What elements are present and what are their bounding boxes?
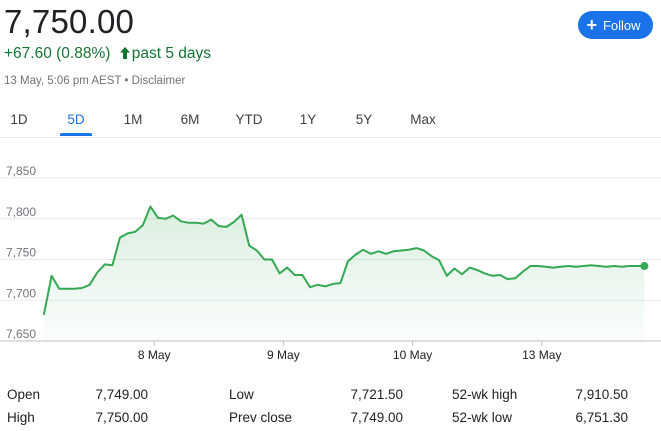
tab-1m[interactable]: 1M [123, 112, 143, 127]
stat-value-low: 7,721.50 [350, 387, 403, 402]
x-tick-label: 13 May [522, 348, 561, 362]
stat-label-prev-close: Prev close [229, 410, 293, 425]
stat-value-52wk-low: 6,751.30 [575, 410, 628, 425]
arrow-up-icon [119, 47, 130, 59]
tab-5y[interactable]: 5Y [355, 112, 373, 127]
change-value: +67.60 (0.88%) [4, 45, 111, 62]
tab-ytd[interactable]: YTD [235, 112, 263, 127]
y-tick-label: 7,700 [6, 286, 36, 300]
tab-1d[interactable]: 1D [10, 112, 28, 127]
stat-label-low: Low [229, 387, 254, 402]
x-tick-label: 10 May [393, 348, 432, 362]
stat-label-open: Open [7, 387, 41, 402]
y-tick-label: 7,800 [6, 205, 36, 219]
y-tick-label: 7,850 [6, 164, 36, 178]
disclaimer-link[interactable]: Disclaimer [131, 75, 186, 87]
quote-meta: 13 May, 5:06 pm AEST • Disclaimer [4, 73, 185, 89]
tab-6m[interactable]: 6M [180, 112, 200, 127]
stat-label-52wk-high: 52-wk high [452, 387, 518, 402]
price-chart[interactable]: 7,850 7,800 7,750 7,700 7,650 8 May 9 May 10 Ma… [0, 140, 661, 370]
key-stats: Open 7,749.00 Low 7,721.50 52-wk high 7,… [0, 384, 661, 431]
x-tick-label: 9 May [267, 348, 300, 362]
active-tab-indicator [60, 133, 92, 136]
plus-icon: + [586, 15, 597, 35]
stat-value-high: 7,750.00 [95, 410, 148, 425]
y-tick-label: 7,650 [6, 327, 36, 341]
change-period: past 5 days [131, 45, 212, 62]
stat-value-prev-close: 7,749.00 [350, 410, 403, 425]
quote-timestamp: 13 May, 5:06 pm AEST [4, 75, 122, 87]
price-change: +67.60 (0.88%) past 5 days [4, 44, 211, 64]
stat-value-open: 7,749.00 [95, 387, 148, 402]
x-tick-label: 8 May [138, 348, 171, 362]
tab-1y[interactable]: 1Y [299, 112, 317, 127]
current-price: 7,750.00 [4, 3, 135, 40]
last-price-dot [640, 262, 649, 271]
follow-button[interactable]: + Follow [578, 11, 653, 39]
stat-value-52wk-high: 7,910.50 [575, 387, 628, 402]
price-line [43, 205, 646, 316]
stat-label-52wk-low: 52-wk low [452, 410, 513, 425]
follow-label: Follow [602, 17, 641, 33]
tab-max[interactable]: Max [410, 112, 436, 127]
tab-5d[interactable]: 5D [60, 109, 92, 136]
tabs-divider [0, 137, 661, 138]
meta-separator: • [124, 75, 129, 87]
stat-label-high: High [7, 410, 35, 425]
y-tick-label: 7,750 [6, 246, 36, 260]
